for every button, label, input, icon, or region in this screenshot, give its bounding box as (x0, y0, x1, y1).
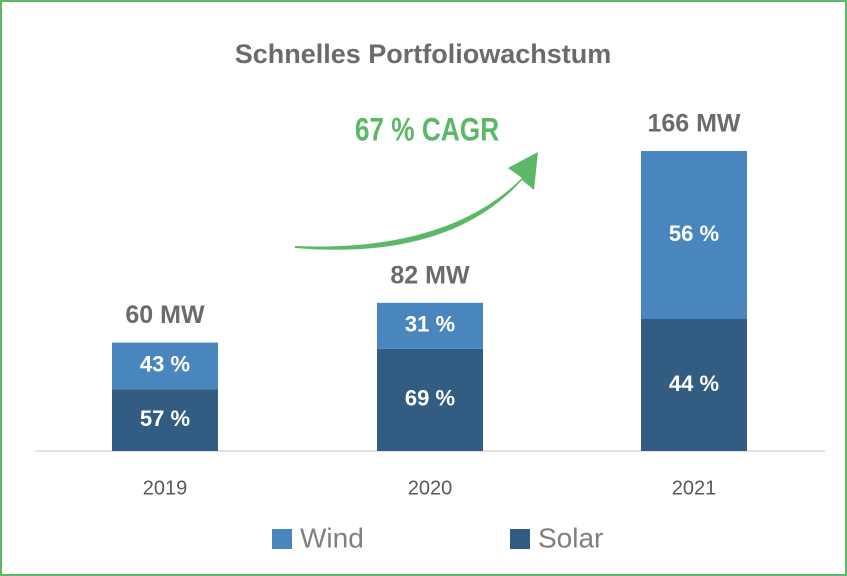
total-label: 82 MW (390, 261, 470, 289)
legend-swatch (272, 529, 292, 549)
bar-segment (641, 319, 747, 451)
value-label: 31 % (405, 312, 455, 337)
bar-segment (377, 348, 483, 451)
bar-segment (112, 389, 218, 451)
bar-segment (641, 151, 747, 319)
legend-label: Wind (300, 522, 364, 553)
chart-title: Schnelles Portfoliowachstum (235, 39, 612, 69)
value-label: 57 % (140, 406, 190, 431)
legend-label: Solar (538, 522, 603, 553)
x-tick-label: 2021 (672, 477, 717, 499)
bar-segment (112, 342, 218, 390)
value-label: 44 % (669, 371, 719, 396)
total-label: 166 MW (647, 110, 740, 138)
value-label: 43 % (140, 352, 190, 377)
annotation: 67 % CAGR (355, 113, 499, 148)
value-label: 69 % (405, 386, 455, 411)
total-label: 60 MW (125, 301, 205, 329)
bar-segment (377, 302, 483, 349)
x-tick-label: 2020 (408, 477, 453, 499)
legend-swatch (510, 529, 530, 549)
value-label: 56 % (669, 221, 719, 246)
x-tick-label: 2019 (143, 477, 188, 499)
